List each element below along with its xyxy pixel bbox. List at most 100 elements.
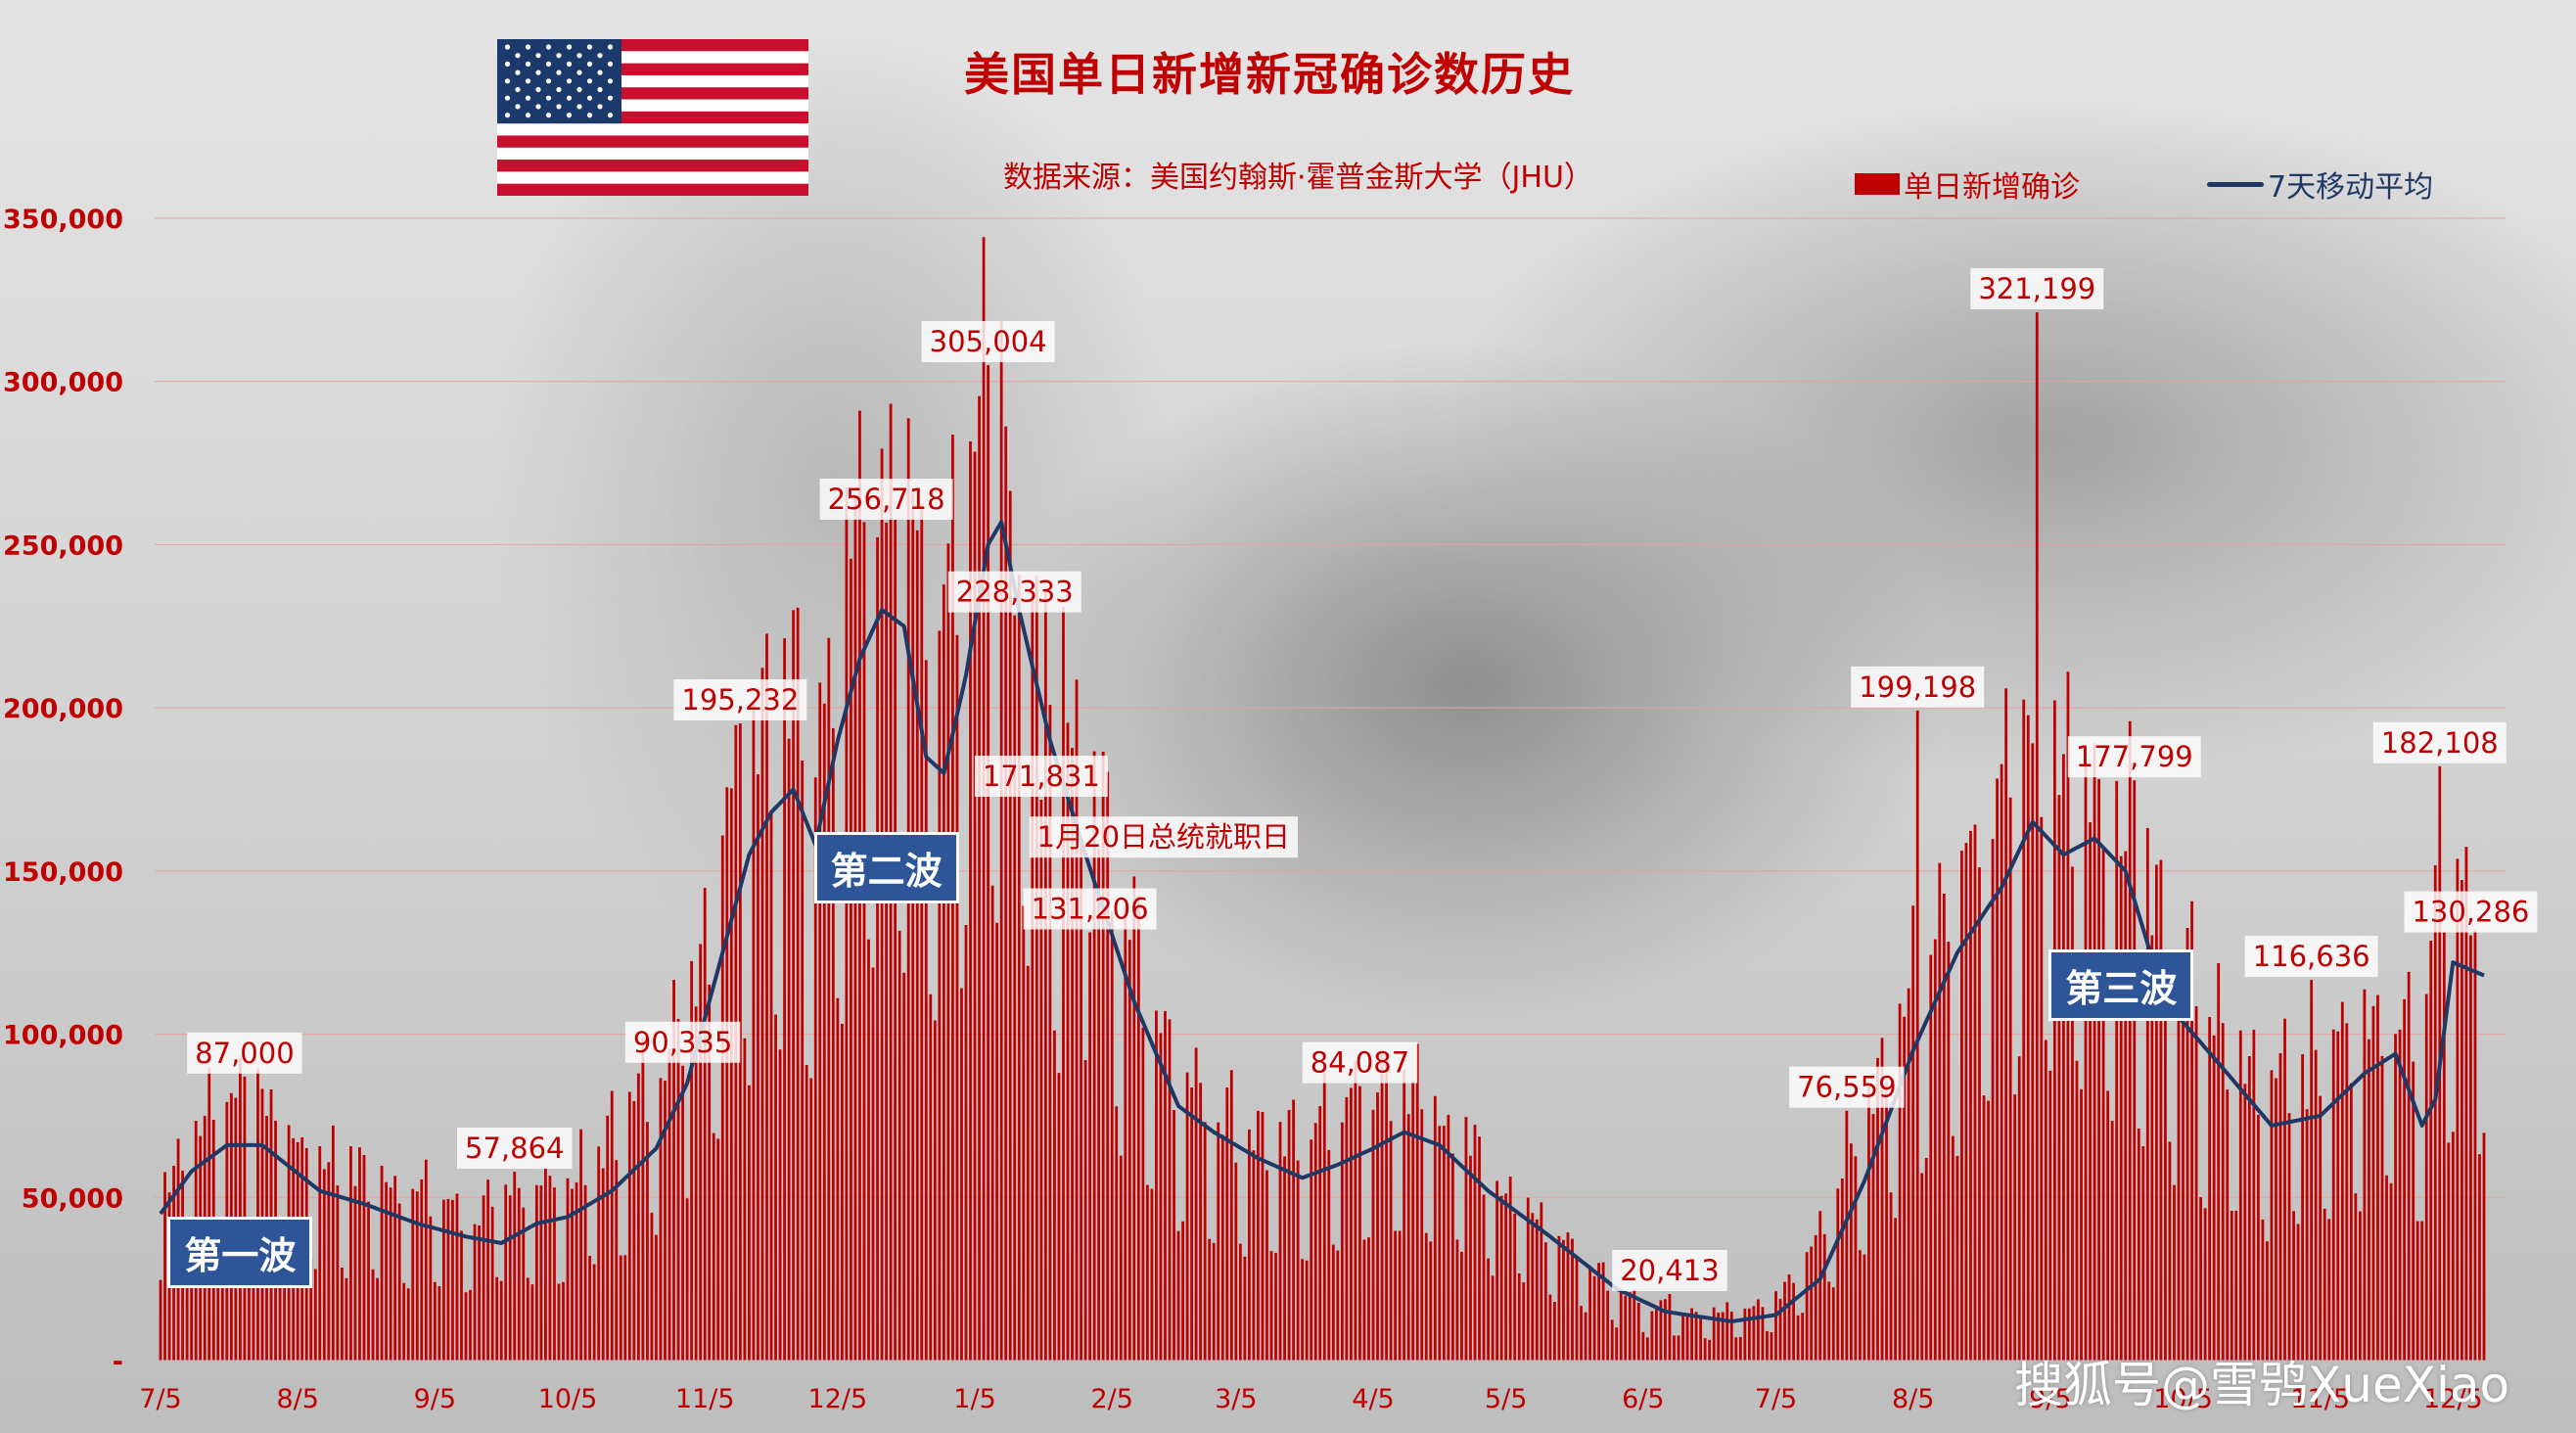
bar (1729, 1311, 1733, 1361)
bar (685, 1198, 689, 1361)
bar (2266, 1241, 2269, 1361)
bar (1584, 1312, 1587, 1361)
data-label: 195,232 (681, 683, 799, 716)
bar (2194, 1006, 2198, 1361)
bar (1543, 1242, 1547, 1361)
x-tick-label: 3/5 (1215, 1384, 1257, 1414)
bar (1942, 893, 1946, 1361)
bar (376, 1277, 379, 1361)
bar (1398, 1230, 1402, 1361)
bar (437, 1286, 441, 1361)
bar (588, 1255, 592, 1361)
bar (867, 939, 870, 1361)
bar (1004, 426, 1008, 1361)
x-tick-label: 12/5 (2423, 1384, 2483, 1414)
bar (2270, 1070, 2274, 1361)
data-label: 87,000 (195, 1037, 294, 1070)
bar (1955, 1155, 1959, 1361)
bar (1894, 1218, 1897, 1361)
bar (433, 1281, 437, 1361)
bar (1429, 1241, 1433, 1361)
bar (557, 1283, 561, 1361)
bar (1991, 839, 1995, 1361)
bar (2164, 981, 2167, 1361)
bar (1229, 1070, 1233, 1361)
legend-daily-cases: 单日新增确诊 (1855, 162, 2080, 206)
bar (2345, 1023, 2349, 1361)
data-label-group: 256,718 (819, 479, 953, 521)
bar (964, 925, 968, 1361)
bar (1694, 1312, 1698, 1361)
bar (2203, 1208, 2207, 1361)
bar (1747, 1308, 1751, 1361)
bar (1159, 1033, 1163, 1361)
bar (1101, 751, 1105, 1361)
bar (2124, 851, 2128, 1361)
bar (1703, 1338, 1707, 1361)
bar (318, 1146, 322, 1361)
bar (1083, 1060, 1087, 1361)
bar (424, 1159, 428, 1361)
bar (469, 1289, 472, 1361)
bar (703, 887, 707, 1361)
bar (1447, 1114, 1450, 1361)
bar (2022, 699, 2026, 1361)
x-tick-label: 4/5 (1352, 1384, 1394, 1414)
bar (1947, 942, 1951, 1361)
bar (748, 1085, 751, 1361)
bar (1540, 1202, 1543, 1361)
bar (1274, 1252, 1277, 1361)
data-label-group: 57,864 (457, 1128, 573, 1170)
bar (2412, 1061, 2415, 1361)
bar (1601, 1262, 1605, 1361)
bar (1645, 1337, 1649, 1361)
legend-line-label: 7天移动平均 (2268, 170, 2434, 205)
bar (1610, 1319, 1614, 1361)
bar (2398, 1029, 2402, 1361)
bar (2296, 1224, 2300, 1361)
bar (2363, 989, 2367, 1361)
bar (1385, 1053, 1388, 1361)
bar (2185, 927, 2189, 1361)
bar (2093, 743, 2096, 1361)
bar (455, 1193, 459, 1361)
bar (1734, 1337, 1738, 1361)
bar (1557, 1235, 1561, 1361)
bar (2319, 1095, 2323, 1361)
data-label-box (457, 1128, 573, 1170)
bar (813, 777, 817, 1361)
data-label-group: 177,799 (2067, 736, 2201, 778)
bar (2075, 1060, 2079, 1361)
bar (2482, 1133, 2486, 1361)
bar (1066, 722, 1070, 1361)
bar (2433, 864, 2437, 1361)
data-label-group: 130,286 (2404, 891, 2538, 933)
bar (725, 787, 729, 1361)
bar (942, 584, 945, 1361)
bar (1354, 1060, 1357, 1361)
bar (1482, 1194, 1486, 1361)
bar (2119, 855, 2123, 1361)
bar (2013, 1094, 2017, 1361)
bar (397, 1203, 401, 1361)
bar (2456, 858, 2460, 1361)
bar (322, 1169, 326, 1361)
bar (792, 610, 796, 1361)
bar (738, 723, 742, 1361)
bar (619, 1255, 622, 1361)
bar (1792, 1282, 1795, 1361)
bar (1840, 1178, 1844, 1361)
bar (1973, 824, 1977, 1361)
bar (1575, 1256, 1579, 1361)
bar (1071, 748, 1074, 1361)
bar (2145, 827, 2149, 1361)
bar (1951, 1135, 1955, 1361)
bar (1487, 1258, 1490, 1361)
bar (1774, 1291, 1777, 1361)
bar (955, 634, 959, 1361)
bar (1155, 1010, 1158, 1361)
bar (464, 1292, 468, 1361)
x-tick-label: 6/5 (1622, 1384, 1664, 1414)
bar (659, 1078, 663, 1361)
bar (902, 972, 906, 1361)
